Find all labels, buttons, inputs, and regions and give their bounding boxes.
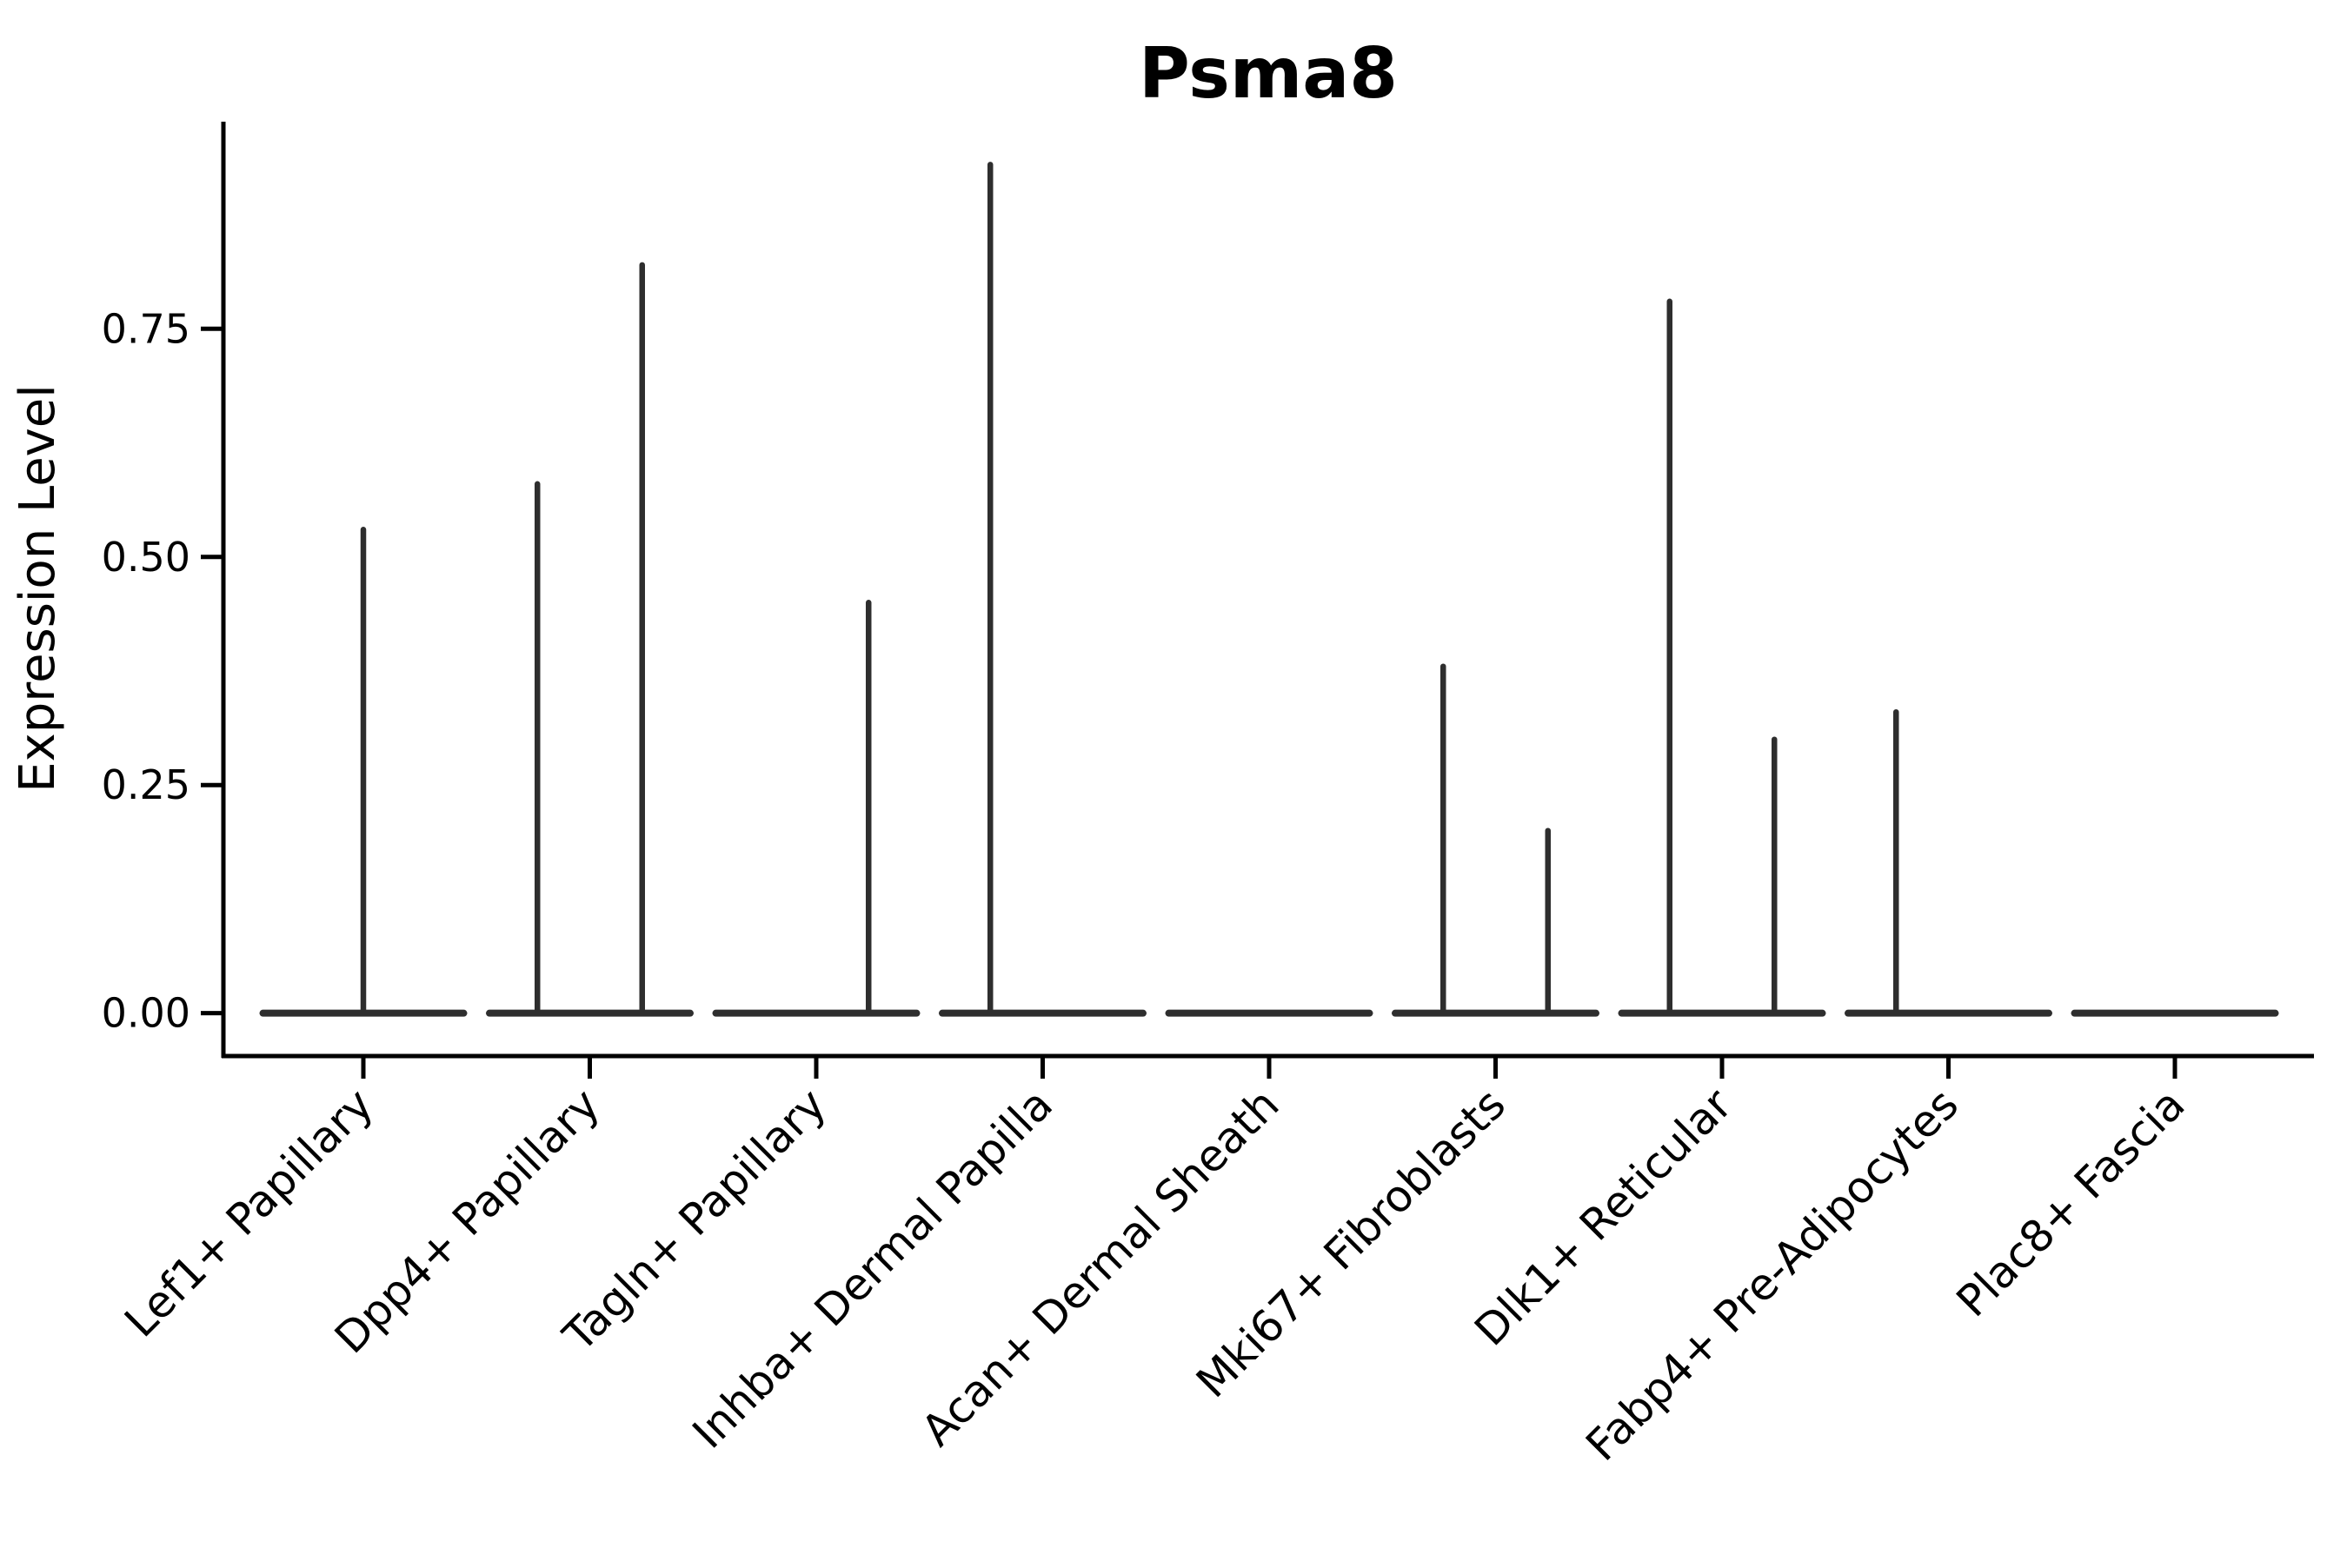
- y-tick-label: 0.50: [102, 534, 190, 581]
- x-tick-label: Acan+ Dermal Sheath: [912, 1079, 1289, 1456]
- x-tick-label: Fabp4+ Pre-Adipocytes: [1576, 1079, 1968, 1471]
- x-tick-label: Inhba+ Dermal Papilla: [683, 1079, 1062, 1458]
- y-tick-label: 0.25: [102, 761, 190, 808]
- x-tick-label: Lef1+ Papillary: [115, 1079, 382, 1346]
- chart-title: Psma8: [1139, 33, 1398, 114]
- y-tick-label: 0.75: [102, 305, 190, 352]
- y-tick-label: 0.00: [102, 990, 190, 1037]
- x-tick-label: Plac8+ Fascia: [1947, 1079, 2195, 1326]
- y-axis-ticks: 0.00 0.25 0.50 0.75: [102, 305, 223, 1037]
- y-axis-label: Expression Level: [10, 384, 66, 793]
- violins: [259, 162, 2279, 1017]
